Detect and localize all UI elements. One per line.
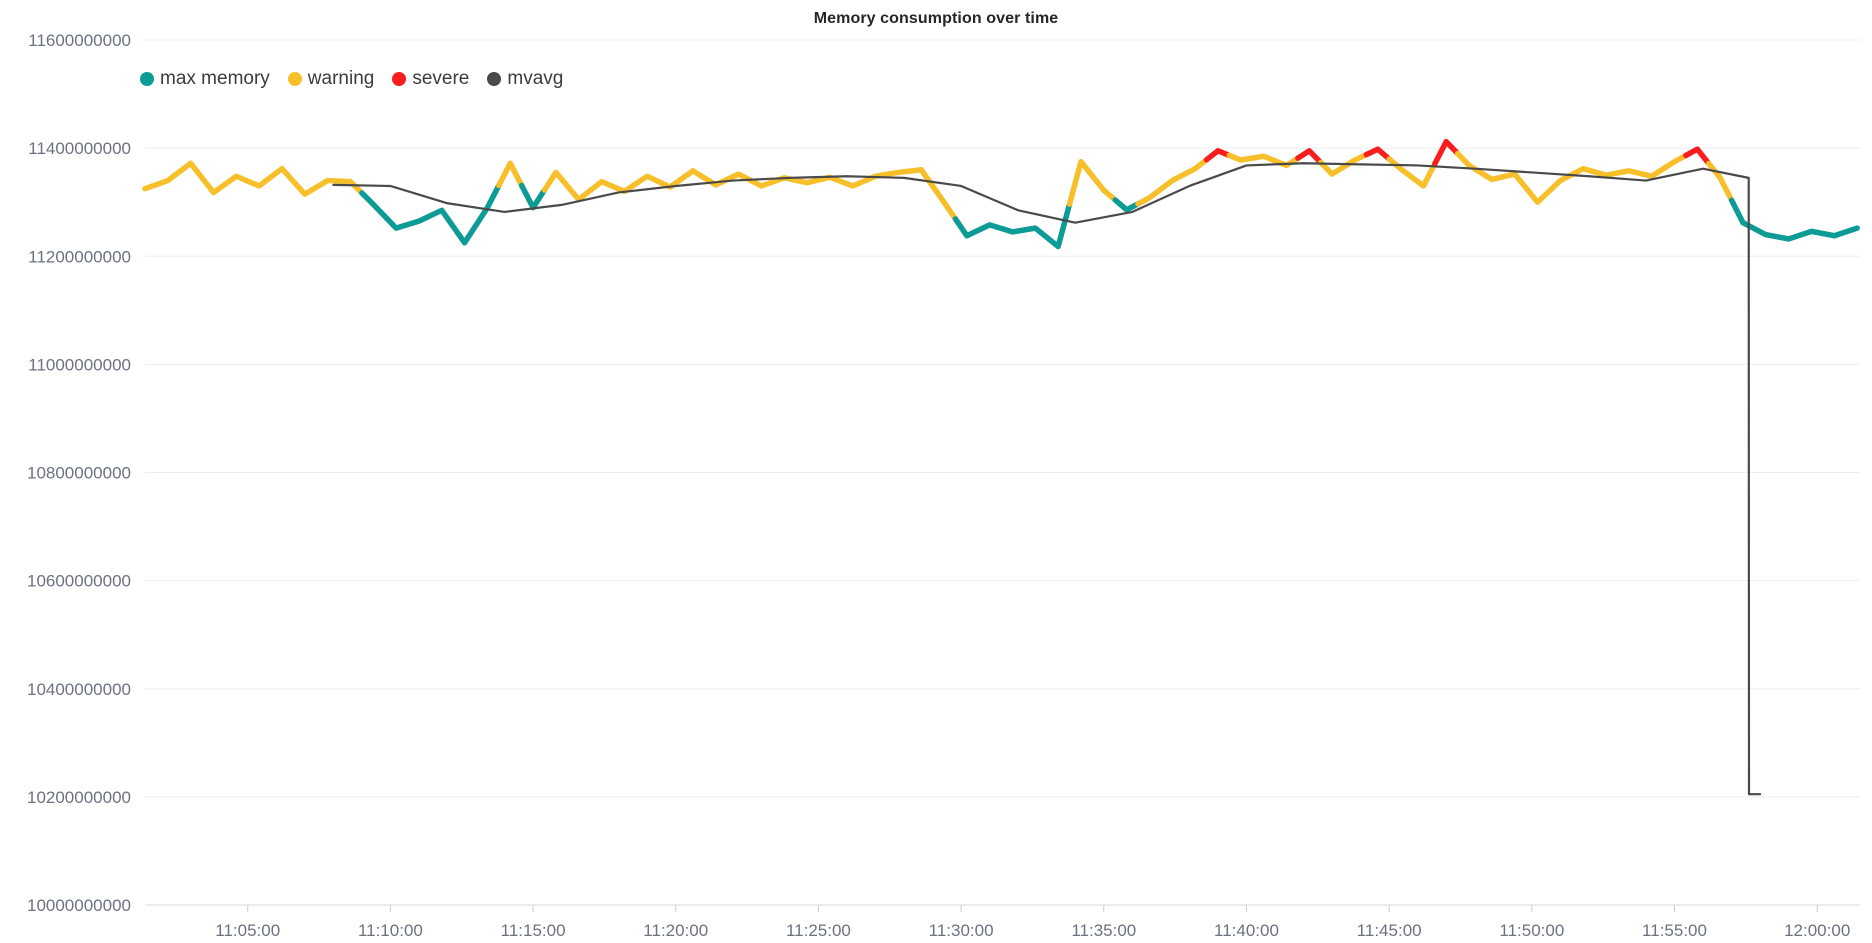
x-axis xyxy=(145,904,1860,912)
legend-item-warning[interactable]: warning xyxy=(287,68,375,90)
series-line-severe xyxy=(1432,138,1461,167)
series-line-max-memory xyxy=(518,182,548,211)
series-line-warning xyxy=(496,160,525,189)
series-line-warning xyxy=(1066,158,1118,207)
series-line-warning xyxy=(142,160,365,197)
chart-legend: max memory warning severe mvavg xyxy=(140,68,563,90)
x-axis-tick-label: 11:40:00 xyxy=(1214,921,1279,940)
y-axis-tick-label: 10600000000 xyxy=(27,572,131,591)
y-axis-tick-label: 10800000000 xyxy=(27,464,131,483)
legend-swatch-severe-icon xyxy=(392,72,407,86)
y-axis-tick-label: 11600000000 xyxy=(28,31,131,50)
x-axis-tick-label: 11:05:00 xyxy=(215,921,280,940)
legend-item-mvavg[interactable]: mvavg xyxy=(487,68,563,90)
legend-swatch-mvavg-icon xyxy=(487,72,502,86)
y-axis-tick-label: 11400000000 xyxy=(28,139,131,158)
x-axis-tick-label: 11:30:00 xyxy=(929,921,994,940)
x-axis-tick-label: 11:35:00 xyxy=(1071,921,1136,940)
series-line-warning xyxy=(1135,157,1210,207)
legend-item-max-memory[interactable]: max memory xyxy=(140,68,270,90)
x-axis-tick-label: 12:00:00 xyxy=(1784,921,1850,940)
legend-label-warning: warning xyxy=(307,68,375,89)
x-axis-tick-label: 11:20:00 xyxy=(643,921,708,940)
y-axis-tick-label: 10000000000 xyxy=(27,896,131,915)
y-axis-tick-label: 10400000000 xyxy=(27,680,131,699)
x-axis-tick-label: 11:25:00 xyxy=(786,921,851,940)
series-line-max-memory xyxy=(359,182,502,246)
series-line-max-memory xyxy=(1728,197,1860,242)
series-line-max-memory xyxy=(952,201,1073,250)
legend-swatch-warning-icon xyxy=(287,72,302,86)
series-line-max-memory xyxy=(1112,197,1141,213)
x-axis-tick-label: 11:45:00 xyxy=(1357,921,1422,940)
x-axis-tick-label: 11:55:00 xyxy=(1642,921,1707,940)
data-series xyxy=(142,138,1860,796)
x-axis-tick-labels: 11:05:00 11:10:00 11:15:00 11:20:00 11:25:00… xyxy=(215,921,1850,940)
grid-lines xyxy=(145,39,1860,906)
y-axis-tick-label: 11000000000 xyxy=(28,355,131,374)
legend-label-mvavg: mvavg xyxy=(507,68,564,89)
x-axis-tick-label: 11:50:00 xyxy=(1499,921,1564,940)
y-axis-tick-label: 10200000000 xyxy=(27,788,131,807)
legend-swatch-max-memory-icon xyxy=(140,72,154,86)
series-line-warning xyxy=(1454,150,1689,205)
series-line-mvavg xyxy=(332,162,1762,796)
x-axis-tick-label: 11:10:00 xyxy=(358,921,423,940)
chart-title: Memory consumption over time xyxy=(813,10,1059,27)
legend-item-severe[interactable]: severe xyxy=(392,68,469,90)
x-axis-tick-label: 11:15:00 xyxy=(501,921,566,940)
y-axis-tick-label: 11200000000 xyxy=(28,247,131,266)
legend-label-severe: severe xyxy=(412,68,470,89)
series-line-warning xyxy=(1386,156,1438,189)
y-axis-tick-labels: 11600000000 11400000000 11200000000 1100000… xyxy=(27,31,131,915)
series-line-severe xyxy=(1363,146,1392,162)
series-line-severe xyxy=(1295,148,1324,166)
series-line-severe xyxy=(1683,146,1712,167)
series-line-warning xyxy=(1317,151,1370,177)
legend-label-max-memory: max memory xyxy=(160,68,270,89)
series-line-warning xyxy=(1706,160,1735,204)
series-line-severe xyxy=(1203,148,1233,163)
